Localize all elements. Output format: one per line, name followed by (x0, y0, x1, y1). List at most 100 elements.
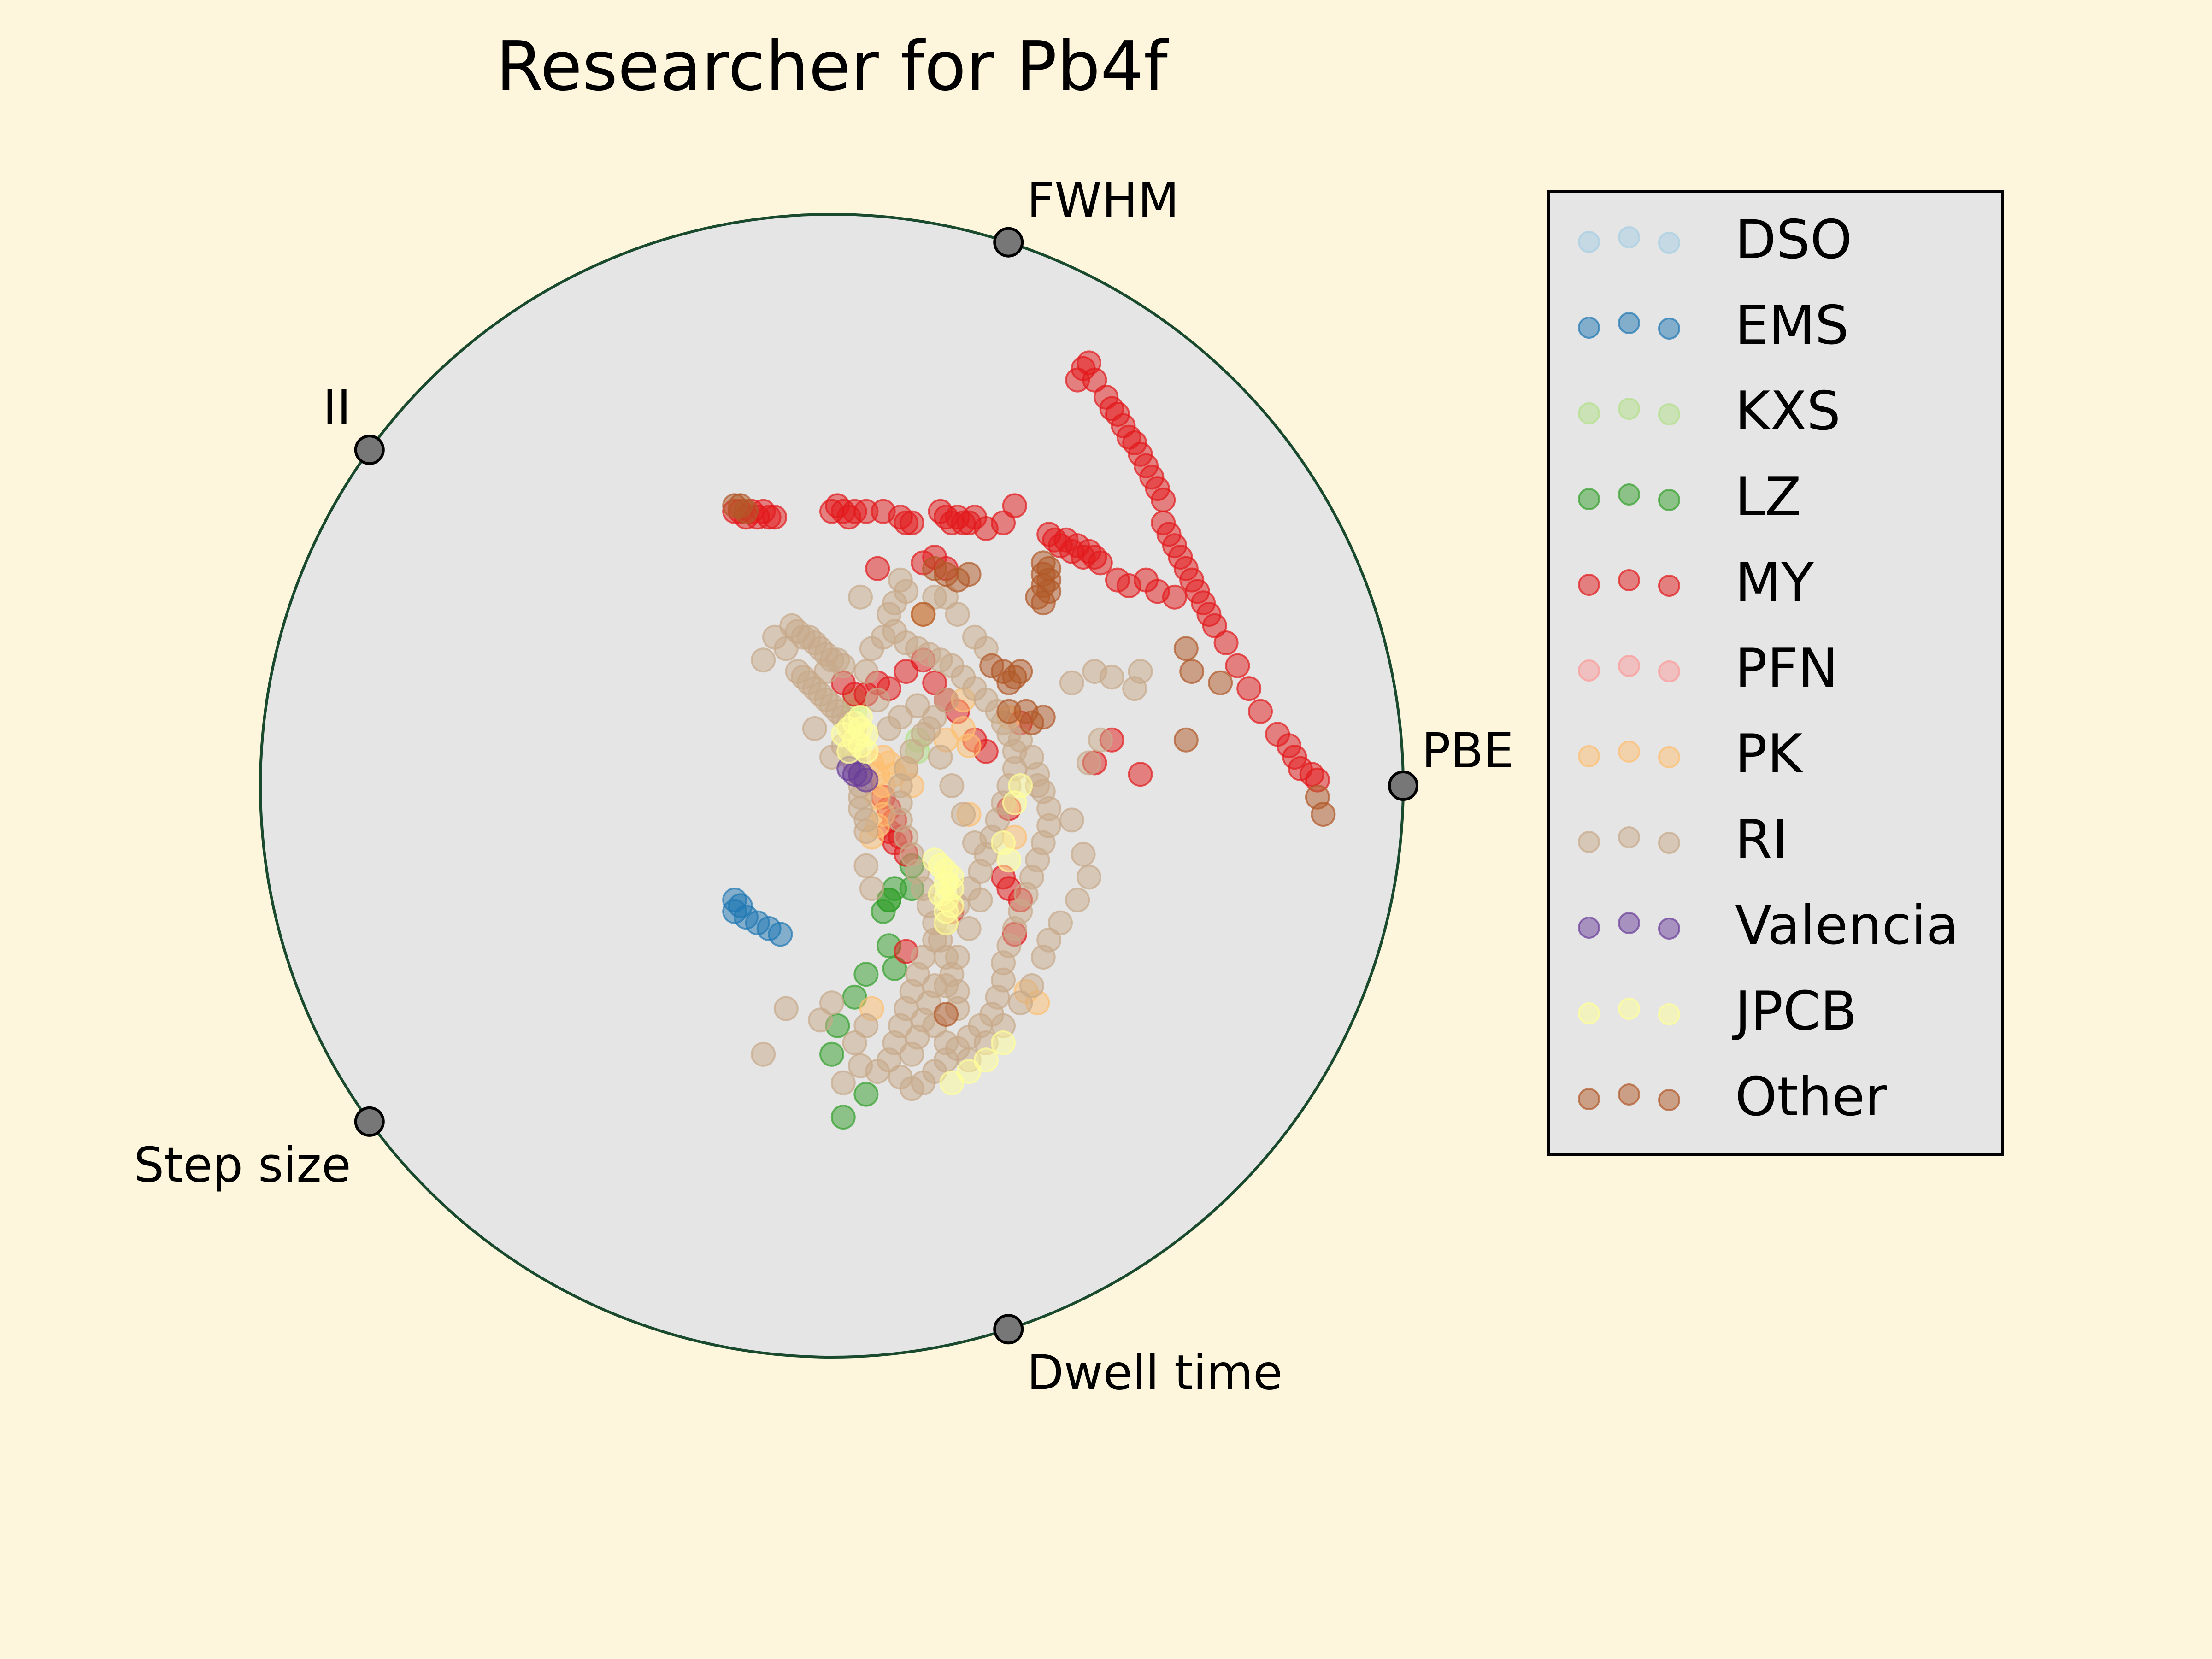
data-point-ri (1008, 990, 1033, 1016)
data-point-ri (853, 659, 879, 684)
legend-marker (1618, 741, 1640, 763)
data-point-ri (968, 888, 993, 912)
data-point-other (1036, 556, 1062, 581)
data-point-ri (1030, 945, 1056, 970)
data-point-ri (853, 1013, 879, 1038)
data-point-my (922, 670, 947, 695)
data-point-lz (853, 962, 879, 987)
data-point-other (1019, 710, 1044, 735)
legend-marker (1618, 226, 1640, 248)
data-point-ri (1077, 865, 1101, 890)
data-point-my (1236, 676, 1262, 701)
data-point-ri (934, 973, 959, 998)
data-point-my (991, 510, 1016, 535)
legend-marker (1578, 917, 1600, 939)
legend-label: MY (1735, 552, 1814, 614)
data-point-other (1311, 802, 1336, 827)
data-point-ri (853, 819, 879, 844)
data-point-ri (1088, 727, 1113, 753)
data-point-ri (877, 602, 901, 627)
legend-marker (1618, 655, 1640, 677)
data-point-my (1088, 550, 1113, 576)
anchor-label: FWHM (1027, 172, 1179, 229)
legend-marker (1578, 831, 1600, 853)
data-point-ri (956, 916, 982, 941)
data-point-other (956, 562, 982, 587)
data-point-my (1002, 493, 1027, 518)
data-point-ri (1059, 807, 1084, 833)
data-point-ems (768, 922, 793, 947)
legend-label: EMS (1735, 294, 1849, 357)
legend-marker (1658, 918, 1680, 940)
data-point-my (1128, 762, 1153, 787)
anchor-label: Dwell time (1027, 1344, 1282, 1400)
data-point-ri (819, 990, 844, 1016)
anchor-marker (993, 227, 1024, 258)
data-point-my (1202, 613, 1227, 638)
data-point-ri (1065, 888, 1090, 912)
data-point-lz (819, 1041, 844, 1067)
data-point-ri (962, 830, 987, 855)
anchor-label: II (323, 380, 351, 436)
data-point-jpcb (996, 847, 1022, 873)
legend-marker (1618, 398, 1640, 420)
data-point-ri (951, 802, 976, 827)
anchor-marker (1388, 771, 1418, 801)
legend-label: PFN (1735, 637, 1838, 700)
points-layer (722, 350, 1336, 1130)
data-point-ri (1048, 910, 1073, 935)
legend-marker (1658, 746, 1680, 768)
data-point-other (1173, 727, 1199, 753)
legend-label: DSO (1735, 209, 1852, 271)
legend-label: Valencia (1735, 894, 1959, 957)
legend-marker (1578, 1002, 1600, 1024)
legend-marker (1658, 232, 1680, 254)
data-point-ri (1008, 727, 1033, 753)
data-point-ri (928, 745, 953, 770)
legend-marker (1578, 488, 1600, 510)
legend-label: JPCB (1732, 980, 1857, 1042)
data-point-other (1173, 636, 1199, 661)
data-point-ri (773, 636, 799, 661)
data-point-ri (888, 567, 913, 593)
data-point-ri (751, 1041, 776, 1067)
legend: DSO EMS KXS LZ MY PFN PK RI Valencia JPCB Other (1547, 190, 2004, 1156)
anchors-layer: FWHM PBE Dwell time Step size II (134, 172, 1513, 1401)
data-point-ri (865, 1059, 890, 1084)
data-point-ri (939, 773, 965, 798)
data-point-ri (888, 705, 913, 730)
data-point-ri (1128, 659, 1153, 684)
data-point-jpcb (939, 1070, 965, 1095)
legend-label: RI (1735, 809, 1788, 871)
data-point-other (1179, 659, 1205, 684)
data-point-ri (848, 584, 873, 610)
data-point-ri (813, 659, 839, 684)
data-point-lz (877, 888, 901, 912)
anchor-marker (354, 1106, 385, 1137)
data-point-jpcb (853, 739, 879, 764)
data-point-ri (945, 602, 970, 627)
data-point-ri (773, 996, 799, 1021)
data-point-valencia (853, 767, 879, 793)
data-point-jpcb (934, 910, 959, 935)
data-point-other (1008, 659, 1033, 684)
legend-marker (1618, 569, 1640, 591)
anchor-label: PBE (1422, 723, 1514, 779)
data-point-ri (1099, 665, 1124, 690)
data-point-lz (853, 1082, 879, 1107)
data-point-my (1162, 584, 1187, 610)
data-point-my (899, 510, 924, 535)
legend-marker (1618, 312, 1640, 334)
data-point-my (1225, 653, 1250, 678)
legend-marker (1658, 403, 1680, 425)
data-point-ri (830, 1070, 856, 1095)
legend-marker (1618, 826, 1640, 848)
chart-title: Researcher for Pb4f (496, 27, 1169, 106)
legend-marker (1578, 574, 1600, 596)
data-point-other (1208, 670, 1233, 695)
legend-marker (1658, 832, 1680, 854)
data-point-ri (1077, 750, 1101, 776)
data-point-ri (1059, 670, 1084, 695)
data-point-ri (934, 1030, 959, 1055)
data-point-jpcb (991, 1030, 1016, 1055)
